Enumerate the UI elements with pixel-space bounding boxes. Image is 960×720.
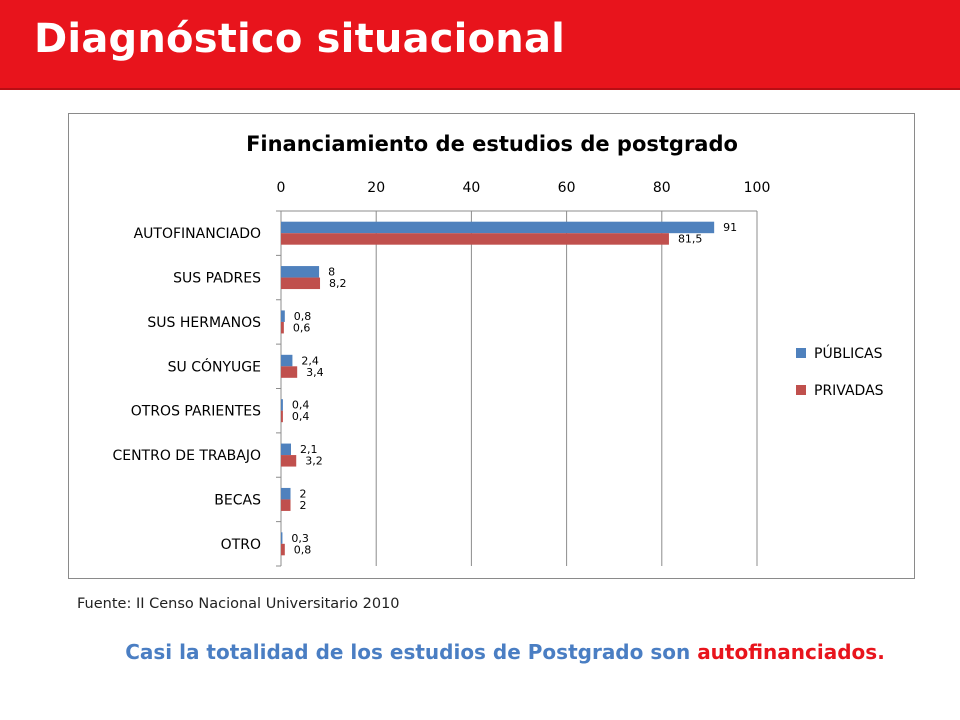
data-label: 2 [300, 487, 307, 500]
data-label: 8 [328, 266, 335, 279]
data-label: 0,4 [292, 410, 310, 423]
x-tick-label: 40 [462, 180, 480, 196]
bar-publicas [281, 443, 291, 456]
bar-publicas [281, 354, 293, 367]
data-label: 91 [723, 221, 737, 234]
bar-publicas [281, 310, 285, 322]
bar-publicas [281, 266, 320, 278]
chart-title: Financiamiento de estudios de postgrado [246, 132, 738, 156]
category-label: CENTRO DE TRABAJO [112, 448, 261, 464]
conclusion-prefix: Casi la totalidad de los estudios de Pos… [125, 640, 698, 664]
category-label: SUS PADRES [173, 271, 261, 287]
slide-title: Diagnóstico situacional [34, 16, 566, 62]
bar-privadas [281, 233, 669, 245]
conclusion-text: Casi la totalidad de los estudios de Pos… [0, 640, 960, 664]
chart-frame: Financiamiento de estudios de postgrado 0… [68, 113, 915, 579]
category-label: AUTOFINANCIADO [134, 226, 261, 242]
data-label: 0,4 [292, 399, 310, 412]
bar-chart: Financiamiento de estudios de postgrado 0… [112, 132, 884, 567]
conclusion-highlight: autofinanciados. [697, 640, 885, 664]
legend-swatch [796, 348, 806, 358]
header-band: Diagnóstico situacional [0, 0, 960, 90]
bar-publicas [281, 399, 283, 411]
data-label: 0,6 [293, 321, 311, 334]
x-tick-label: 60 [558, 180, 576, 196]
data-label: 0,3 [291, 532, 309, 545]
bar-privadas [281, 410, 283, 423]
category-label: SU CÓNYUGE [168, 357, 261, 375]
data-label: 3,4 [306, 366, 324, 379]
bar-publicas [281, 487, 291, 500]
bar-privadas [281, 455, 297, 467]
data-label: 81,5 [678, 233, 703, 246]
category-label: OTRO [221, 537, 261, 553]
data-label: 3,2 [305, 455, 323, 468]
x-tick-label: 0 [277, 180, 286, 196]
x-tick-label: 100 [744, 180, 771, 196]
data-label: 0,8 [294, 543, 312, 556]
data-label: 8,2 [329, 277, 347, 290]
data-label: 2,4 [301, 354, 319, 367]
bar-publicas [281, 221, 715, 234]
bar-privadas [281, 499, 291, 511]
x-tick-label: 80 [653, 180, 671, 196]
bar-privadas [281, 277, 321, 290]
bar-privadas [281, 321, 284, 334]
category-label: OTROS PARIENTES [131, 404, 261, 420]
bar-privadas [281, 366, 298, 378]
data-label: 2 [300, 499, 307, 512]
x-tick-label: 20 [367, 180, 385, 196]
data-label: 2,1 [300, 443, 318, 456]
legend-swatch [796, 385, 806, 395]
category-label: BECAS [214, 492, 261, 508]
data-label: 0,8 [294, 310, 312, 323]
bar-publicas [281, 532, 283, 544]
category-label: SUS HERMANOS [147, 315, 261, 331]
bar-privadas [281, 543, 285, 556]
legend-label: PRIVADAS [814, 383, 884, 399]
legend-label: PÚBLICAS [814, 344, 883, 362]
source-note: Fuente: II Censo Nacional Universitario … [77, 596, 400, 612]
